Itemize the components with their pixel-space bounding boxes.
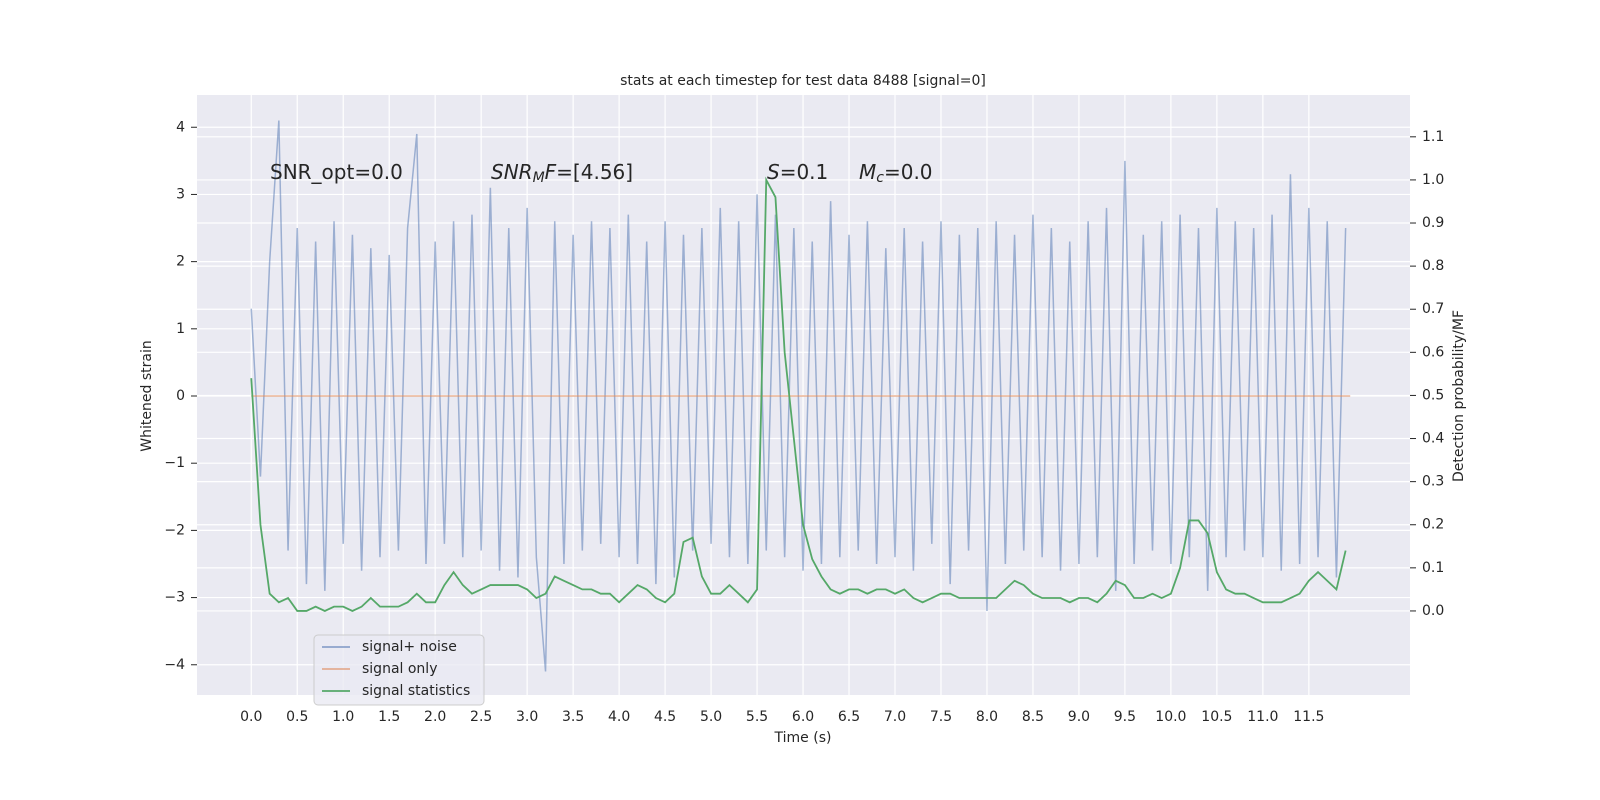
legend-label: signal+ noise	[362, 639, 457, 655]
x-tick-label: 6.5	[838, 709, 860, 725]
annotation-part: c	[876, 170, 884, 186]
x-axis-label: Time (s)	[774, 730, 832, 746]
x-tick-label: 4.5	[654, 709, 676, 725]
x-tick-label: 8.0	[976, 709, 998, 725]
y2-tick-label: 0.5	[1422, 387, 1444, 403]
chart-title: stats at each timestep for test data 848…	[620, 73, 986, 89]
x-tick-label: 1.5	[378, 709, 400, 725]
y-tick-label: −2	[164, 522, 185, 538]
x-tick-label: 8.5	[1022, 709, 1044, 725]
x-tick-label: 10.5	[1201, 709, 1232, 725]
annotation-part: M	[859, 160, 876, 184]
x-tick-label: 2.0	[424, 709, 446, 725]
y2-tick-label: 0.4	[1422, 431, 1444, 447]
annotation-part: =0.0	[884, 160, 933, 184]
x-tick-label: 5.0	[700, 709, 722, 725]
legend-box	[313, 634, 485, 706]
y-tick-label: 4	[176, 119, 185, 135]
x-tick-label: 3.5	[562, 709, 584, 725]
annotation: Mc=0.0	[859, 160, 933, 187]
y-tick-label: −1	[164, 455, 185, 471]
y2-axis-label: Detection probability/MF	[1451, 310, 1467, 482]
legend-label: signal statistics	[362, 683, 470, 699]
x-tick-label: 3.0	[516, 709, 538, 725]
x-tick-label: 9.5	[1114, 709, 1136, 725]
x-tick-label: 5.5	[746, 709, 768, 725]
y2-tick-label: 0.8	[1422, 258, 1444, 274]
y-tick-label: 0	[176, 388, 185, 404]
y-tick-label: 1	[176, 321, 185, 337]
y-tick-label: 2	[176, 254, 185, 270]
y2-tick-label: 0.2	[1422, 517, 1444, 533]
annotation-part: =[4.56]	[556, 160, 633, 184]
x-tick-label: 0.0	[240, 709, 262, 725]
y2-tick-label: 0.0	[1422, 603, 1444, 619]
annotation-part: SNR	[491, 160, 533, 184]
x-tick-label: 6.0	[792, 709, 814, 725]
y-tick-label: −3	[164, 590, 185, 606]
y2-tick-label: 1.1	[1422, 129, 1444, 145]
legend-label: signal only	[362, 661, 437, 677]
annotation: SNR_opt=0.0	[270, 160, 403, 184]
y2-tick-label: 0.3	[1422, 474, 1444, 490]
annotation-part: S	[767, 160, 780, 184]
y2-tick-label: 0.9	[1422, 215, 1444, 231]
annotation-part: F	[545, 160, 557, 184]
y2-tick-label: 1.0	[1422, 172, 1444, 188]
series-line	[250, 176, 1347, 612]
series-line	[250, 120, 1347, 672]
annotation-part: SNR_opt=0.0	[270, 160, 403, 184]
y-tick-label: 3	[176, 186, 185, 202]
annotation: S=0.1	[767, 160, 828, 184]
x-tick-label: 11.0	[1247, 709, 1278, 725]
y2-tick-label: 0.6	[1422, 344, 1444, 360]
x-tick-label: 4.0	[608, 709, 630, 725]
x-tick-label: 7.5	[930, 709, 952, 725]
annotation-part: =0.1	[780, 160, 829, 184]
x-tick-label: 2.5	[470, 709, 492, 725]
x-tick-label: 1.0	[332, 709, 354, 725]
x-tick-label: 0.5	[286, 709, 308, 725]
x-tick-label: 10.0	[1155, 709, 1186, 725]
annotation-part: M	[533, 170, 545, 186]
y2-tick-label: 0.1	[1422, 560, 1444, 576]
y-tick-label: −4	[164, 657, 185, 673]
annotation: SNRMF=[4.56]	[491, 160, 633, 187]
y-axis-label: Whitened strain	[139, 340, 155, 451]
x-tick-label: 9.0	[1068, 709, 1090, 725]
x-tick-label: 7.0	[884, 709, 906, 725]
x-tick-label: 11.5	[1293, 709, 1324, 725]
y2-tick-label: 0.7	[1422, 301, 1444, 317]
